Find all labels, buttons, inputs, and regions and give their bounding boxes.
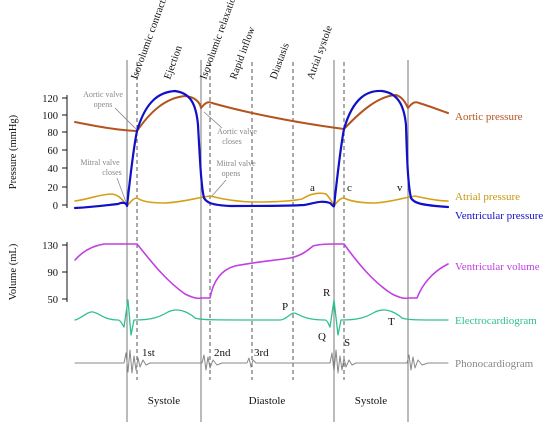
phase-label-diastasis: Diastasis <box>268 42 291 81</box>
annot-aortic-closes-1: Aortic valve <box>217 127 257 136</box>
pressure-tick-40: 40 <box>48 164 59 175</box>
pressure-axis-title: Pressure (mmHg) <box>8 114 19 189</box>
volume-tick-90: 90 <box>48 268 59 279</box>
volume-tick-50: 50 <box>48 295 59 306</box>
pressure-axis: 120 100 80 60 40 20 0 Pressure (mmHg) <box>8 94 68 212</box>
annot-mitral-closes-pointer <box>116 177 127 203</box>
legend-atrial-pressure: Atrial pressure <box>455 191 520 203</box>
ventricular-pressure-curve <box>73 89 450 210</box>
legend-ventricular-pressure: Ventricular pressure <box>455 210 543 222</box>
volume-axis: 130 90 50 Volume (mL) <box>8 241 68 306</box>
ventricular-volume-curve <box>74 243 449 300</box>
annot-mitral-closes-2: closes <box>102 168 122 177</box>
period-systole-1: Systole <box>148 395 181 407</box>
pressure-tick-60: 60 <box>48 146 59 157</box>
period-systole-2: Systole <box>355 395 388 407</box>
legend-ecg: Electrocardiogram <box>455 315 537 327</box>
pressure-tick-120: 120 <box>42 94 58 105</box>
annot-aortic-opens-2: opens <box>94 100 113 109</box>
heart-sound-3rd: 3rd <box>254 347 269 359</box>
pressure-tick-0: 0 <box>53 201 58 212</box>
pressure-tick-20: 20 <box>48 183 59 194</box>
period-labels: Systole Diastole Systole <box>148 395 388 407</box>
pressure-tick-80: 80 <box>48 128 59 139</box>
pressure-axis-tickmarks <box>62 97 67 206</box>
atrial-pressure-curve <box>74 192 449 207</box>
wave-label-T: T <box>388 316 395 328</box>
wave-label-Q: Q <box>318 331 326 343</box>
volume-axis-title: Volume (mL) <box>8 243 19 300</box>
period-diastole: Diastole <box>249 395 286 407</box>
phase-label-rapid-inflow: Rapid inflow <box>228 25 257 81</box>
annot-mitral-opens-2: opens <box>222 169 241 178</box>
legend: Aortic pressure Atrial pressure Ventricu… <box>455 111 543 370</box>
wave-label-P: P <box>282 301 288 313</box>
heart-sound-labels: 1st 2nd 3rd <box>142 347 269 359</box>
wave-label-a: a <box>310 182 315 194</box>
volume-tick-130: 130 <box>42 241 58 252</box>
wave-label-v: v <box>397 182 403 194</box>
annot-aortic-closes-2: closes <box>222 137 242 146</box>
phase-labels: Isovolumic contraction Ejection Isovolum… <box>129 0 335 81</box>
valve-annotations: Aortic valve opens Aortic valve closes M… <box>80 90 257 203</box>
annot-mitral-closes-1: Mitral valve <box>80 158 120 167</box>
phase-dashed-lines <box>136 62 345 380</box>
phase-boundaries <box>126 60 409 422</box>
volume-axis-tickmarks <box>62 244 67 300</box>
wave-labels: a c v P R Q S T <box>282 182 403 349</box>
annot-mitral-opens-pointer <box>211 179 227 197</box>
phono-curve <box>74 349 449 374</box>
legend-phono: Phonocardiogram <box>455 358 534 370</box>
wave-label-R: R <box>323 287 331 299</box>
heart-sound-1st: 1st <box>142 347 155 359</box>
phase-label-ejection: Ejection <box>162 44 185 81</box>
annot-mitral-opens-1: Mitral valve <box>216 159 256 168</box>
legend-aortic-pressure: Aortic pressure <box>455 111 523 123</box>
legend-ventricular-volume: Ventricular volume <box>455 261 540 273</box>
ecg-curve <box>74 299 449 336</box>
phase-label-atrial-systole: Atrial systole <box>305 24 335 81</box>
annot-aortic-opens-1: Aortic valve <box>83 90 123 99</box>
pressure-tick-100: 100 <box>42 111 58 122</box>
annot-aortic-closes-pointer <box>203 111 223 129</box>
wave-label-S: S <box>344 337 350 349</box>
aortic-pressure-curve <box>74 94 449 132</box>
wave-label-c: c <box>347 182 352 194</box>
curves <box>73 89 450 374</box>
annot-aortic-opens-pointer <box>114 107 137 130</box>
heart-sound-2nd: 2nd <box>214 347 231 359</box>
